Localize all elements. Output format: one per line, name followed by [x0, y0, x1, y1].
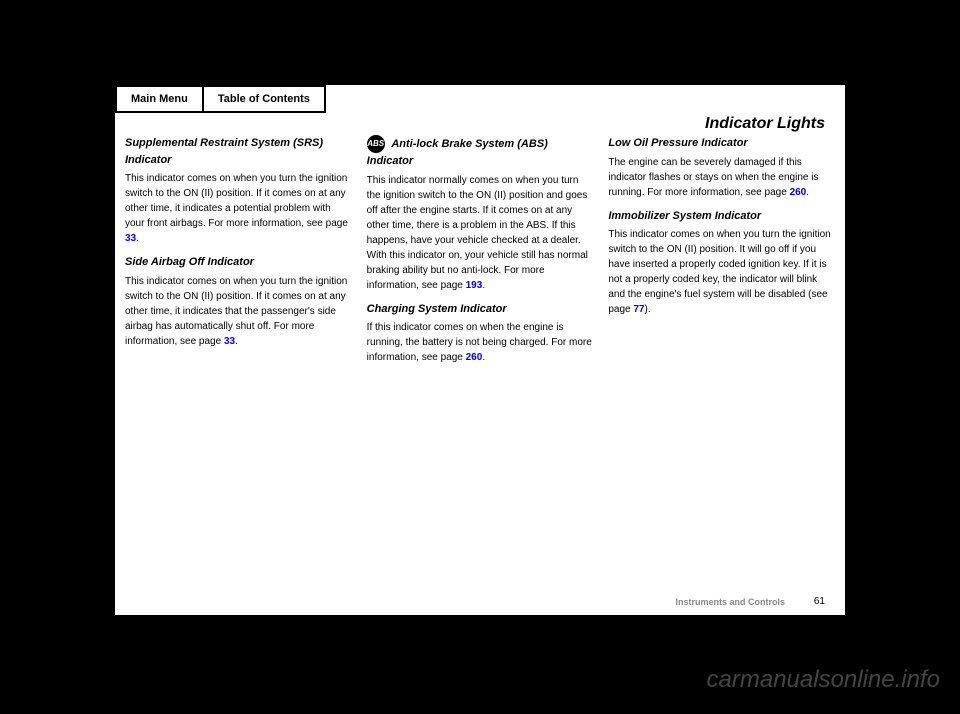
charging-heading: Charging System Indicator	[367, 301, 594, 318]
period: .	[482, 280, 485, 291]
main-menu-button[interactable]: Main Menu	[117, 87, 204, 111]
srs-body: This indicator comes on when you turn th…	[125, 173, 348, 229]
abs-text: This indicator normally comes on when yo…	[367, 173, 594, 293]
period: .	[136, 233, 139, 244]
abs-heading: ABS Anti-lock Brake System (ABS) Indicat…	[367, 135, 594, 170]
page-number: 61	[814, 596, 825, 607]
immobilizer-heading: Immobilizer System Indicator	[608, 208, 835, 225]
immobilizer-body: This indicator comes on when you turn th…	[608, 229, 830, 315]
column-2: ABS Anti-lock Brake System (ABS) Indicat…	[367, 135, 594, 615]
charging-text: If this indicator comes on when the engi…	[367, 320, 594, 365]
abs-icon: ABS	[367, 135, 385, 153]
page-link-33a[interactable]: 33	[125, 233, 136, 244]
column-3: Low Oil Pressure Indicator The engine ca…	[608, 135, 835, 615]
paren: ).	[645, 304, 651, 315]
page-link-77[interactable]: 77	[633, 304, 644, 315]
watermark: carmanualsonline.info	[707, 666, 940, 694]
abs-heading-text: Anti-lock Brake System (ABS) Indicator	[367, 138, 548, 167]
period: .	[482, 352, 485, 363]
toc-button[interactable]: Table of Contents	[204, 87, 324, 111]
page-title: Indicator Lights	[705, 115, 825, 133]
side-airbag-heading: Side Airbag Off Indicator	[125, 254, 352, 271]
oil-text: The engine can be severely damaged if th…	[608, 155, 835, 200]
nav-buttons: Main Menu Table of Contents	[115, 85, 326, 113]
oil-body: The engine can be severely damaged if th…	[608, 157, 818, 198]
page-container: Main Menu Table of Contents Indicator Li…	[115, 85, 845, 615]
page-link-260a[interactable]: 260	[466, 352, 483, 363]
period: .	[806, 187, 809, 198]
period: .	[235, 336, 238, 347]
page-link-260b[interactable]: 260	[790, 187, 807, 198]
srs-heading: Supplemental Restraint System (SRS) Indi…	[125, 135, 352, 168]
page-link-193[interactable]: 193	[466, 280, 483, 291]
oil-heading: Low Oil Pressure Indicator	[608, 135, 835, 152]
srs-text: This indicator comes on when you turn th…	[125, 171, 352, 246]
page-category: Instruments and Controls	[675, 597, 785, 607]
abs-body: This indicator normally comes on when yo…	[367, 175, 588, 291]
page-link-33b[interactable]: 33	[224, 336, 235, 347]
immobilizer-text: This indicator comes on when you turn th…	[608, 227, 835, 317]
content-area: Supplemental Restraint System (SRS) Indi…	[115, 135, 845, 615]
side-airbag-text: This indicator comes on when you turn th…	[125, 274, 352, 349]
column-1: Supplemental Restraint System (SRS) Indi…	[125, 135, 352, 615]
